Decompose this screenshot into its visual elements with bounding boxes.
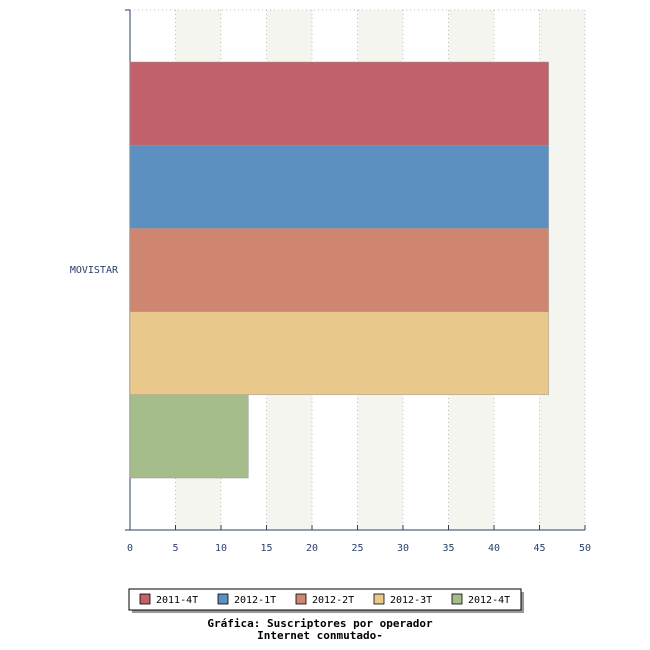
x-tick-label: 0 [127,543,133,554]
x-tick-label: 25 [351,543,363,554]
legend-swatch [451,593,463,605]
chart-title: Gráfica: Suscriptores por operador [207,617,433,630]
x-tick-label: 10 [215,543,227,554]
bar [129,394,249,479]
x-tick-label: 5 [172,543,178,554]
x-tick-label: 15 [260,543,272,554]
x-tick-label: 50 [579,543,591,554]
bar [129,228,549,312]
legend-swatch [373,593,385,605]
legend-label: 2012-2T [312,595,354,606]
bar [129,311,549,396]
x-tick-label: 45 [533,543,545,554]
legend-swatch [295,593,307,605]
x-tick-label: 30 [397,543,409,554]
x-tick-label: 40 [488,543,500,554]
legend-swatch [139,593,151,605]
chart-subtitle: Internet conmutado- [257,629,383,642]
legend-label: 2012-1T [234,595,276,606]
y-tick-label: MOVISTAR [70,265,119,276]
bar [129,144,549,229]
bar [129,61,549,146]
legend-swatch [217,593,229,605]
x-tick-label: 20 [306,543,318,554]
x-tick-label: 35 [442,543,454,554]
legend-label: 2011-4T [156,595,198,606]
legend-label: 2012-4T [468,595,510,606]
legend-label: 2012-3T [390,595,432,606]
